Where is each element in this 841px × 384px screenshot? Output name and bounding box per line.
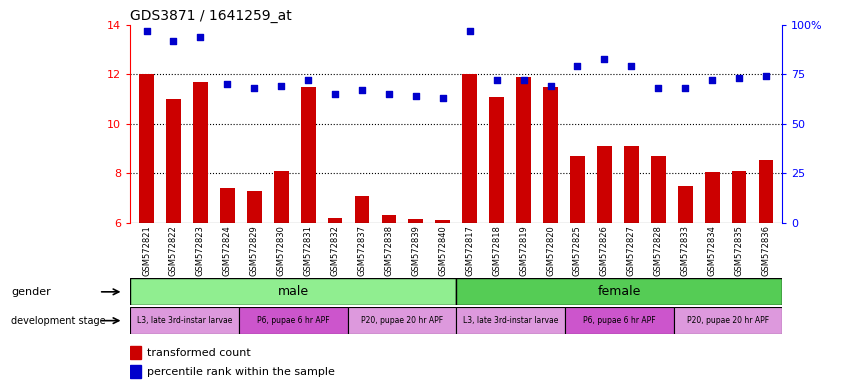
Bar [274,171,288,223]
Point [733,75,746,81]
Bar [463,74,477,223]
Point [571,63,584,70]
Point [490,77,504,83]
Point [167,38,180,44]
Point [274,83,288,89]
Bar [139,74,154,223]
Text: percentile rank within the sample: percentile rank within the sample [147,367,335,377]
Bar [436,220,450,223]
Bar [328,218,342,223]
Text: L3, late 3rd-instar larvae: L3, late 3rd-instar larvae [463,316,558,325]
Point [220,81,234,88]
Point [598,56,611,62]
Point [706,77,719,83]
Bar [347,307,456,334]
Text: development stage: development stage [11,316,106,326]
Bar [732,171,747,223]
Point [517,77,531,83]
Bar [409,219,423,223]
Bar [543,87,558,223]
Text: GDS3871 / 1641259_at: GDS3871 / 1641259_at [130,8,292,23]
Bar [565,307,674,334]
Text: L3, late 3rd-instar larvae: L3, late 3rd-instar larvae [137,316,232,325]
Point [355,87,368,93]
Bar [130,346,140,359]
Text: P20, pupae 20 hr APF: P20, pupae 20 hr APF [361,316,443,325]
Bar [239,307,347,334]
Point [247,85,261,91]
Text: female: female [597,285,641,298]
Bar [193,82,208,223]
Text: transformed count: transformed count [147,348,251,358]
Bar [456,278,782,305]
Bar [355,195,369,223]
Bar [674,307,782,334]
Point [463,28,477,34]
Text: male: male [278,285,309,298]
Bar [220,188,235,223]
Bar [570,156,584,223]
Point [436,95,449,101]
Point [544,83,558,89]
Text: P20, pupae 20 hr APF: P20, pupae 20 hr APF [687,316,769,325]
Text: P6, pupae 6 hr APF: P6, pupae 6 hr APF [257,316,330,325]
Point [382,91,395,97]
Bar [247,190,262,223]
Point [193,34,207,40]
Bar [456,307,565,334]
Bar [301,87,315,223]
Point [759,73,773,79]
Bar [651,156,665,223]
Point [652,85,665,91]
Bar [130,278,456,305]
Bar [759,160,774,223]
Bar [489,97,504,223]
Bar [166,99,181,223]
Bar [678,185,693,223]
Point [409,93,422,99]
Point [328,91,341,97]
Bar [516,77,531,223]
Bar [130,307,239,334]
Bar [382,215,396,223]
Bar [130,365,140,378]
Point [679,85,692,91]
Point [301,77,315,83]
Text: gender: gender [11,287,50,297]
Point [140,28,153,34]
Text: P6, pupae 6 hr APF: P6, pupae 6 hr APF [583,316,655,325]
Bar [624,146,638,223]
Bar [597,146,611,223]
Point [625,63,638,70]
Bar [705,172,720,223]
